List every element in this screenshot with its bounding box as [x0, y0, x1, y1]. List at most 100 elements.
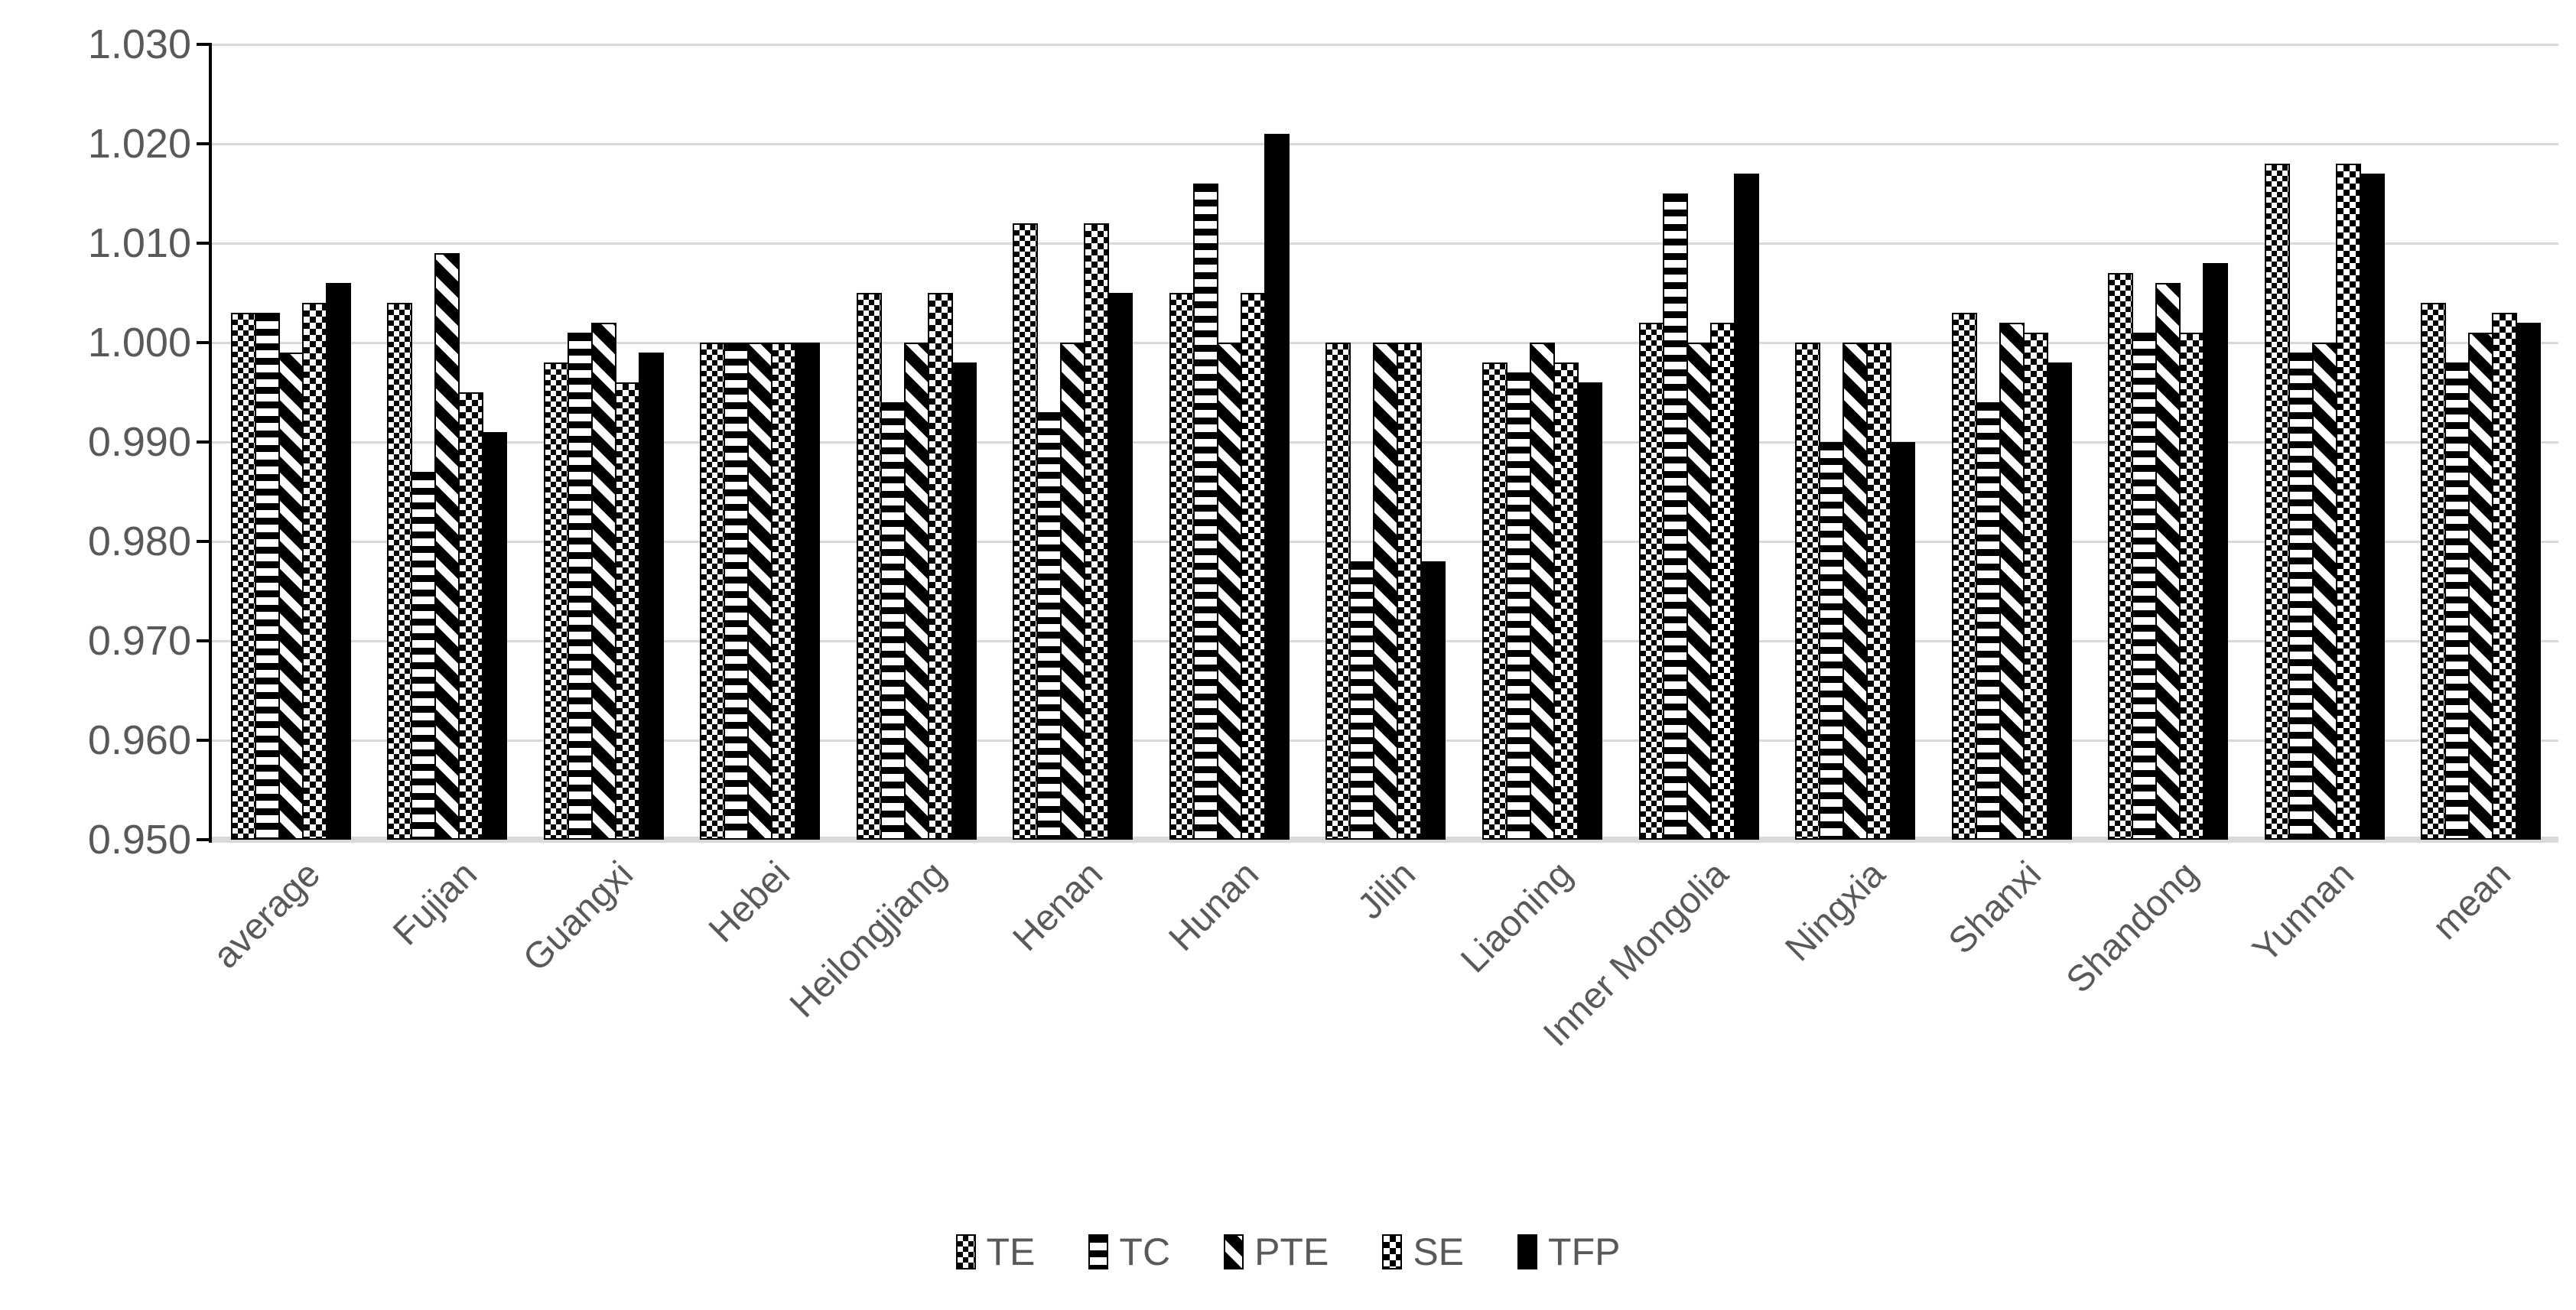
- bar-tfp-average: [325, 283, 351, 840]
- bar-group-jilin: [1307, 44, 1464, 840]
- y-axis-tick-label: 0.990: [87, 419, 191, 465]
- bar-pte-guangxi: [590, 323, 616, 840]
- bar-tc-jilin: [1349, 561, 1375, 840]
- bar-pte-average: [278, 353, 304, 840]
- bar-tc-hunan: [1192, 184, 1218, 840]
- bar-te-shandong: [2108, 273, 2134, 840]
- y-axis-tick-label: 0.960: [87, 717, 191, 763]
- y-axis-tick: [197, 142, 212, 145]
- y-axis-tick: [197, 440, 212, 444]
- bar-tfp-yunnan: [2359, 174, 2385, 840]
- bar-se-guangxi: [614, 382, 640, 840]
- legend-marker-tc-icon: [1088, 1234, 1109, 1269]
- bar-tc-mean: [2444, 362, 2470, 840]
- gridline: [212, 242, 2558, 245]
- gridline: [212, 143, 2558, 145]
- bar-tfp-ningxia: [1890, 442, 1916, 840]
- bar-tfp-fujian: [482, 432, 508, 840]
- bar-group-henan: [994, 44, 1151, 840]
- bar-se-liaoning: [1553, 362, 1579, 840]
- gridline: [212, 837, 2558, 843]
- bar-tc-yunnan: [2288, 353, 2314, 840]
- bar-tfp-henan: [1107, 293, 1134, 840]
- bar-te-yunnan: [2264, 164, 2290, 840]
- bar-tfp-jilin: [1420, 561, 1446, 840]
- bar-group-guangxi: [525, 44, 681, 840]
- bar-tc-heilongjiang: [880, 402, 906, 840]
- y-axis-tick-label: 0.970: [87, 618, 191, 664]
- y-axis-tick: [197, 639, 212, 642]
- bar-pte-fujian: [434, 253, 460, 840]
- bar-te-mean: [2421, 303, 2447, 840]
- legend-item-te: TE: [955, 1230, 1036, 1273]
- bar-pte-ningxia: [1843, 343, 1869, 840]
- bar-te-guangxi: [543, 362, 569, 840]
- bar-pte-shanxi: [1999, 323, 2025, 840]
- bar-tc-ningxia: [1819, 442, 1845, 840]
- bar-se-heilongjiang: [927, 293, 953, 840]
- bar-se-henan: [1084, 223, 1110, 840]
- bar-tc-guangxi: [567, 333, 593, 840]
- legend: TE TC PTE SE TFP: [0, 1233, 2576, 1271]
- bar-pte-shandong: [2155, 283, 2181, 840]
- legend-marker-se-icon: [1382, 1234, 1403, 1269]
- bar-tfp-shandong: [2203, 263, 2229, 840]
- bar-group-yunnan: [2246, 44, 2402, 840]
- bar-se-yunnan: [2335, 164, 2361, 840]
- bar-se-mean: [2492, 313, 2518, 840]
- y-axis-tick-label: 1.010: [87, 220, 191, 266]
- bar-se-average: [301, 303, 327, 840]
- y-axis-tick: [197, 242, 212, 245]
- bar-group-mean: [2402, 44, 2558, 840]
- legend-marker-te-icon: [955, 1234, 976, 1269]
- bar-pte-liaoning: [1530, 343, 1556, 840]
- bar-pte-hebei: [747, 343, 773, 840]
- y-axis-line: [209, 43, 212, 843]
- bar-pte-heilongjiang: [903, 343, 929, 840]
- bar-group-hunan: [1150, 44, 1307, 840]
- bar-tc-liaoning: [1506, 372, 1532, 840]
- bar-tfp-shanxi: [2046, 362, 2072, 840]
- y-axis-tick-label: 1.000: [87, 320, 191, 366]
- bar-tc-inner-mongolia: [1662, 193, 1688, 840]
- bar-te-jilin: [1325, 343, 1351, 840]
- bar-tfp-heilongjiang: [951, 362, 977, 840]
- legend-label-tc: TC: [1119, 1230, 1171, 1273]
- bar-group-heilongjiang: [838, 44, 994, 840]
- bar-pte-inner-mongolia: [1686, 343, 1712, 840]
- bar-se-hunan: [1240, 293, 1266, 840]
- y-axis-tick: [197, 739, 212, 742]
- legend-label-te: TE: [986, 1230, 1036, 1273]
- legend-item-tfp: TFP: [1517, 1233, 1620, 1271]
- bar-te-fujian: [387, 303, 413, 840]
- bar-se-fujian: [458, 392, 484, 840]
- bar-te-hunan: [1169, 293, 1195, 840]
- y-axis-tick: [197, 341, 212, 344]
- legend-marker-pte-icon: [1224, 1234, 1244, 1269]
- bar-group-fujian: [369, 44, 525, 840]
- y-axis-tick-label: 1.030: [87, 21, 191, 67]
- y-axis-tick-label: 0.980: [87, 518, 191, 564]
- bar-te-shanxi: [1951, 313, 1977, 840]
- legend-item-se: SE: [1382, 1233, 1464, 1271]
- gridline: [212, 44, 2558, 46]
- legend-label-se: SE: [1413, 1230, 1465, 1273]
- bar-tfp-guangxi: [638, 353, 664, 840]
- legend-marker-tfp-icon: [1517, 1234, 1538, 1269]
- bar-se-inner-mongolia: [1709, 323, 1735, 840]
- bar-tc-hebei: [724, 343, 750, 840]
- bar-group-shanxi: [1933, 44, 2090, 840]
- bar-te-liaoning: [1482, 362, 1508, 840]
- bar-pte-hunan: [1216, 343, 1242, 840]
- bar-se-jilin: [1397, 343, 1423, 840]
- bar-se-shandong: [2179, 333, 2205, 840]
- bar-pte-jilin: [1373, 343, 1399, 840]
- bar-group-shandong: [2089, 44, 2246, 840]
- bar-tfp-hebei: [795, 343, 821, 840]
- bar-te-heilongjiang: [856, 293, 882, 840]
- bar-te-henan: [1013, 223, 1039, 840]
- bar-te-ningxia: [1795, 343, 1821, 840]
- bar-group-average: [212, 44, 369, 840]
- bar-se-shanxi: [2022, 333, 2048, 840]
